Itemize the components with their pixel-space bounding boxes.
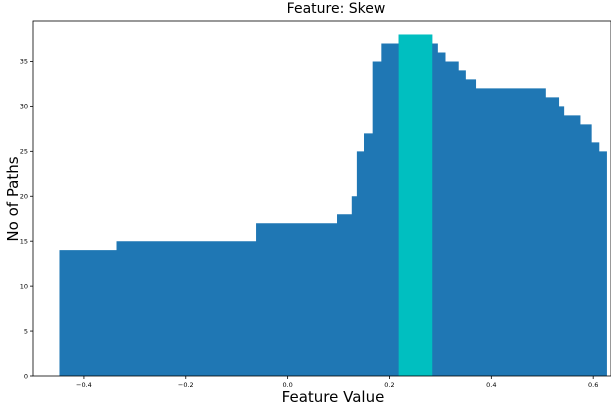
x-axis-label: Feature Value bbox=[282, 388, 385, 406]
x-tick-label: 0.6 bbox=[588, 381, 598, 389]
x-tick-label: 0.4 bbox=[486, 381, 496, 389]
x-tick-label: 0.2 bbox=[384, 381, 394, 389]
y-tick-label: 0 bbox=[24, 372, 28, 380]
y-tick-label: 35 bbox=[20, 58, 28, 66]
plot-area bbox=[59, 34, 607, 376]
chart-title: Feature: Skew bbox=[287, 1, 386, 17]
y-tick-label: 15 bbox=[20, 237, 28, 245]
series-area bbox=[59, 34, 607, 376]
x-tick-label: 0.0 bbox=[282, 381, 292, 389]
highlight-bar bbox=[398, 34, 433, 376]
y-axis-label: No of Paths bbox=[4, 156, 22, 241]
ticks: −0.4 −0.2 0.0 0.2 0.4 0.6 0 5 10 15 20 25 30 35 bbox=[20, 58, 599, 389]
y-tick-label: 25 bbox=[20, 148, 28, 156]
y-tick-label: 20 bbox=[20, 193, 28, 201]
y-tick-label: 10 bbox=[20, 282, 28, 290]
y-tick-label: 5 bbox=[24, 327, 28, 335]
axes-frame bbox=[32, 20, 611, 377]
x-tick-label: −0.4 bbox=[76, 381, 92, 389]
y-tick-label: 30 bbox=[20, 103, 28, 111]
x-tick-label: −0.2 bbox=[178, 381, 194, 389]
